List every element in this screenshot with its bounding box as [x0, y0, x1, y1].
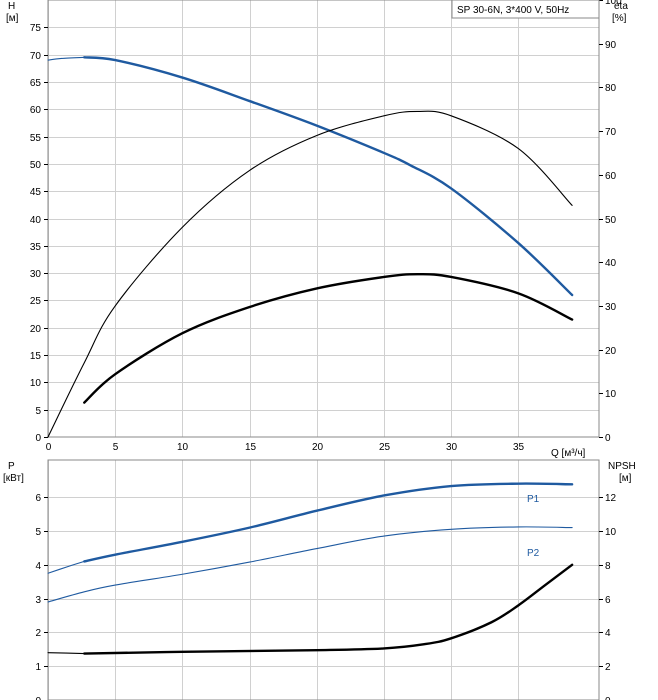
top-series-line-2: [47, 110, 573, 438]
x-tick-label: 30: [446, 442, 458, 453]
left-tick-label: 35: [30, 242, 42, 253]
left-tick-label: 75: [30, 23, 42, 34]
bottom-series: [47, 482, 574, 655]
h-axis-unit: [м]: [6, 13, 19, 24]
left-tick-label: 0: [35, 433, 41, 444]
x-tick-label: 5: [113, 442, 119, 453]
right-tick-label: 50: [605, 215, 617, 226]
right-tick-label: 0: [605, 696, 611, 700]
p2-series-label: P2: [527, 548, 540, 559]
right-tick-label: 6: [605, 595, 611, 606]
left-tick-label: 25: [30, 296, 42, 307]
right-tick-label: 70: [605, 127, 617, 138]
bottom-series-line-4: [47, 652, 85, 655]
left-tick-label: 10: [30, 378, 42, 389]
chart-title: SP 30-6N, 3*400 V, 50Hz: [457, 5, 569, 16]
left-tick-label: 3: [35, 595, 41, 606]
right-tick-label: 4: [605, 628, 611, 639]
power-npsh-panel: 0123456024681012 P [кВт] NPSH [м] P1 P2: [3, 459, 636, 700]
left-tick-label: 5: [35, 406, 41, 417]
top-grid: [48, 0, 599, 437]
right-tick-label: 0: [605, 433, 611, 444]
left-tick-label: 1: [35, 662, 41, 673]
bottom-series-line-1: [47, 560, 85, 574]
x-tick-label: 25: [379, 442, 391, 453]
eta-axis-label: eta: [614, 1, 628, 12]
right-tick-label: 40: [605, 258, 617, 269]
left-tick-label: 20: [30, 324, 42, 335]
left-tick-label: 70: [30, 51, 42, 62]
left-tick-label: 30: [30, 269, 42, 280]
right-tick-label: 100: [605, 0, 622, 7]
x-tick-label: 15: [245, 442, 257, 453]
chart-title-box: [451, 0, 600, 19]
bottom-series-line-0: [83, 482, 574, 563]
p1-series-label: P1: [527, 494, 540, 505]
left-tick-label: 60: [30, 105, 42, 116]
left-tick-label: 40: [30, 215, 42, 226]
npsh-axis-label: NPSH: [608, 461, 636, 472]
left-tick-label: 0: [35, 696, 41, 700]
top-series-line-0: [83, 56, 574, 297]
x-tick-label: 20: [312, 442, 324, 453]
right-tick-label: 90: [605, 40, 617, 51]
top-plot-frame: [47, 0, 600, 438]
eta-axis-unit: [%]: [612, 13, 627, 24]
right-tick-label: 10: [605, 527, 617, 538]
bottom-series-line-2: [47, 526, 573, 603]
p-axis-unit: [кВт]: [3, 473, 24, 484]
npsh-axis-unit: [м]: [619, 473, 632, 484]
p-axis-label: P: [8, 461, 15, 472]
top-series: [47, 56, 574, 438]
left-tick-label: 15: [30, 351, 42, 362]
bottom-axis-ticks: 0123456024681012: [35, 493, 616, 700]
right-tick-label: 8: [605, 561, 611, 572]
left-tick-label: 50: [30, 160, 42, 171]
right-tick-label: 30: [605, 302, 617, 313]
left-tick-label: 65: [30, 78, 42, 89]
top-axis-ticks: 0 5 10 15 20 25 30 35 0 5 10 15 20 25 30 35 40 45 50 55 60 65…: [30, 0, 622, 453]
x-tick-label: 35: [513, 442, 525, 453]
left-tick-label: 4: [35, 561, 41, 572]
top-series-line-1: [47, 56, 85, 61]
left-tick-label: 45: [30, 187, 42, 198]
x-tick-label: 10: [177, 442, 189, 453]
head-efficiency-panel: 0 5 10 15 20 25 30 35 0 5 10 15 20 25 30 35 40 45 50 55 60 65…: [6, 0, 628, 459]
right-tick-label: 60: [605, 171, 617, 182]
right-tick-label: 12: [605, 493, 617, 504]
bottom-grid: [48, 460, 599, 700]
right-tick-label: 10: [605, 389, 617, 400]
left-tick-label: 5: [35, 527, 41, 538]
right-tick-label: 20: [605, 346, 617, 357]
h-axis-label: H: [8, 1, 15, 12]
top-series-line-3: [83, 272, 574, 404]
x-tick-label: 0: [46, 442, 52, 453]
bottom-plot-frame: [47, 459, 600, 700]
left-tick-label: 55: [30, 133, 42, 144]
left-tick-label: 6: [35, 493, 41, 504]
right-tick-label: 80: [605, 83, 617, 94]
bottom-series-line-3: [83, 563, 574, 655]
q-axis-label: Q [м³/ч]: [551, 448, 586, 459]
right-tick-label: 2: [605, 662, 611, 673]
left-tick-label: 2: [35, 628, 41, 639]
